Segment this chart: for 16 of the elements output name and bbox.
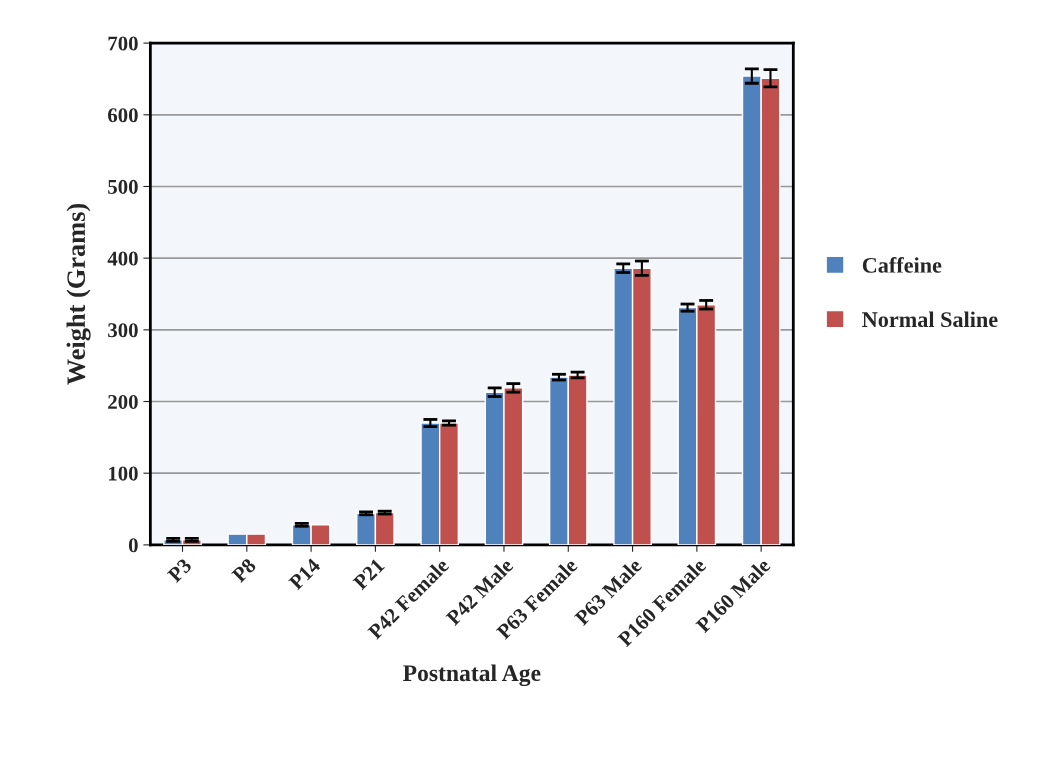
x-tick-label: P14 [288, 557, 322, 591]
y-tick-label: 700 [108, 36, 138, 51]
y-tick-label: 600 [108, 108, 138, 123]
y-axis-title: Weight (Grams) [66, 203, 91, 385]
legend-label: Normal Saline [862, 311, 998, 328]
y-tick-label: 100 [108, 466, 138, 481]
x-tick-label: P8 [231, 557, 257, 584]
legend-label: Caffeine [862, 256, 942, 273]
x-tick-label: P3 [166, 557, 193, 584]
x-axis-title: Postnatal Age [403, 664, 541, 687]
y-tick-label: 200 [108, 394, 138, 409]
x-tick-label: P21 [352, 557, 385, 591]
y-tick-label: 0 [128, 538, 138, 553]
y-tick-label: 300 [108, 323, 138, 338]
y-tick-label: 500 [108, 179, 138, 194]
y-tick-label: 400 [107, 251, 138, 266]
